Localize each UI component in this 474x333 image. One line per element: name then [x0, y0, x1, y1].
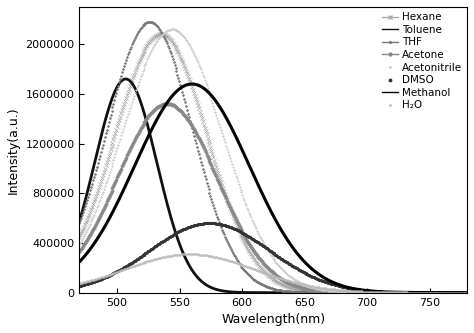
Legend: Hexane, Toluene, THF, Acetone, Acetonitrile, DMSO, Methanol, H₂O: Hexane, Toluene, THF, Acetone, Acetonitr…	[380, 10, 464, 113]
X-axis label: Wavelength(nm): Wavelength(nm)	[221, 313, 325, 326]
Y-axis label: Intensity(a.u.): Intensity(a.u.)	[7, 106, 20, 193]
